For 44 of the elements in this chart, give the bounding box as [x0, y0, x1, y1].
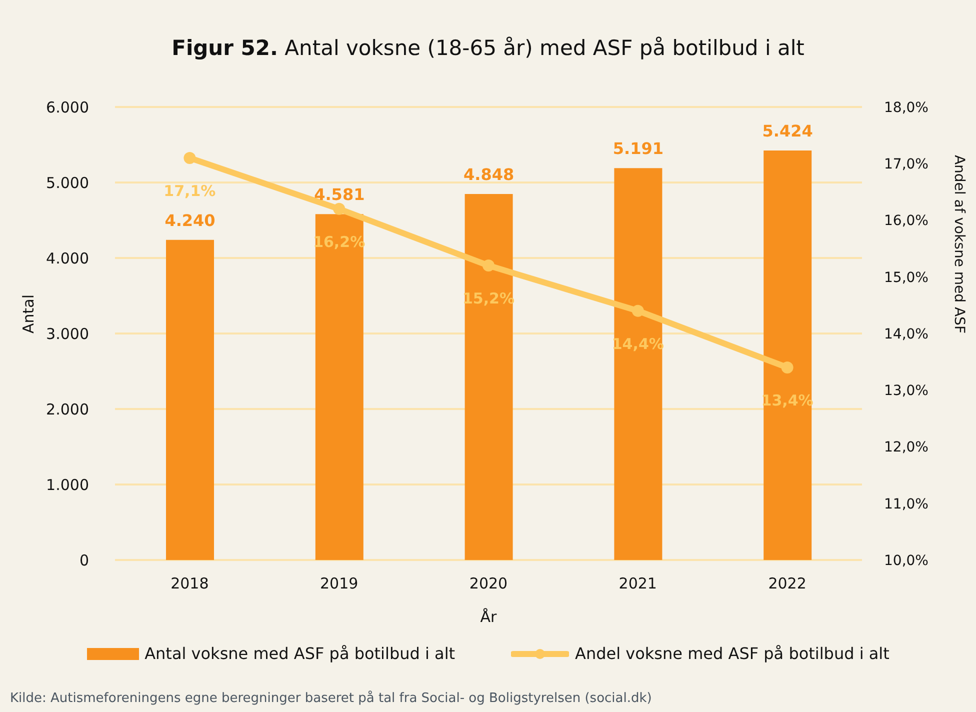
y-axis-title: Antal: [19, 294, 38, 334]
bar: [166, 240, 214, 560]
y-tick-label: 6.000: [46, 98, 89, 116]
y2-tick-label: 18,0%: [884, 100, 928, 116]
chart-title: Figur 52. Antal voksne (18-65 år) med ASF på botilbud i alt: [170, 35, 806, 62]
x-tick-label: 2022: [768, 574, 806, 593]
y2-tick-label: 15,0%: [884, 270, 928, 286]
y-tick-label: 4.000: [46, 249, 89, 268]
legend-label: Antal voksne med ASF på botilbud i alt: [144, 644, 456, 663]
bar: [764, 150, 812, 560]
bar: [315, 214, 364, 560]
data-label: 4.848: [463, 164, 514, 184]
point: [184, 152, 196, 164]
y-tick-label: 2.000: [46, 400, 89, 418]
y-tick-label: 3.000: [46, 324, 89, 343]
data-label: 17,1%: [164, 182, 216, 200]
data-label: 5.424: [762, 121, 813, 140]
y2-tick-label: 17,0%: [884, 156, 928, 173]
y2-tick-label: 10,0%: [884, 552, 928, 569]
point: [333, 202, 346, 215]
y-tick-label: 0: [79, 551, 89, 570]
legend-label: Andel voksne med ASF på botilbud i alt: [575, 644, 890, 663]
x-tick-label: 2019: [320, 574, 358, 593]
x-tick-label: 2020: [469, 574, 508, 593]
y-tick-label: 1.000: [46, 476, 89, 494]
y2-tick-label: 16,0%: [884, 213, 928, 230]
data-label: 4.240: [164, 210, 216, 230]
y2-tick-label: 12,0%: [884, 440, 928, 456]
x-tick-label: 2021: [618, 574, 657, 593]
y2-tick-label: 14,0%: [884, 326, 928, 342]
x-axis-title: År: [480, 608, 498, 626]
text: Kilde: Autismeforeningens egne beregninger baseret på tal fra Social- og Boligstyrelsen (social.dk): [10, 691, 652, 706]
point: [632, 304, 644, 317]
data-label: 5.191: [612, 139, 664, 158]
y2-axis-title: Andel af voksne med ASF: [951, 154, 968, 334]
point: [781, 361, 794, 374]
y2-tick-label: 11,0%: [884, 496, 928, 512]
data-label: 4.581: [314, 185, 365, 204]
point: [482, 260, 494, 272]
x-tick-label: 2018: [170, 574, 209, 593]
y-tick-label: 5.000: [46, 174, 89, 192]
bar: [464, 194, 513, 560]
bar: [614, 168, 662, 560]
y2-tick-label: 13,0%: [884, 383, 928, 400]
